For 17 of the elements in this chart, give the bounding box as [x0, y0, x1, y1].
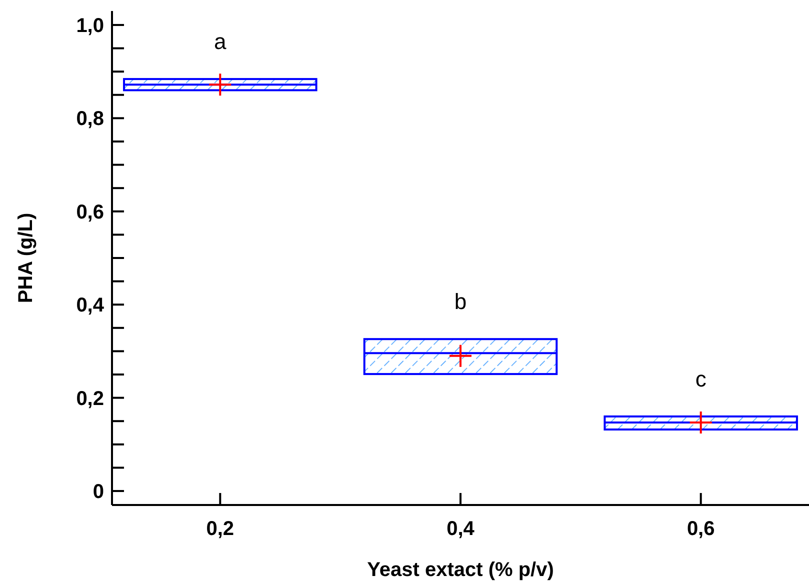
y-tick-label: 0,2 [76, 388, 104, 410]
x-tick-label: 0,4 [446, 518, 476, 540]
y-tick-label: 0,4 [76, 294, 105, 317]
x-axis-title: Yeast extact (% p/v) [367, 559, 554, 581]
annotation: c [695, 366, 706, 392]
y-tick-label: 0 [92, 481, 104, 504]
x-tick-label: 0,6 [686, 518, 715, 540]
y-tick-label: 1,0 [76, 14, 104, 37]
point [209, 74, 232, 96]
point [690, 412, 712, 434]
annotation: a [214, 29, 228, 54]
annotation: b [454, 289, 467, 314]
y-tick-label: 0,6 [76, 201, 104, 224]
x-tick-label: 0,2 [206, 518, 234, 540]
y-axis-title: PHA (g/L) [15, 212, 37, 304]
point [450, 344, 472, 367]
y-tick-label: 0,8 [76, 108, 104, 130]
